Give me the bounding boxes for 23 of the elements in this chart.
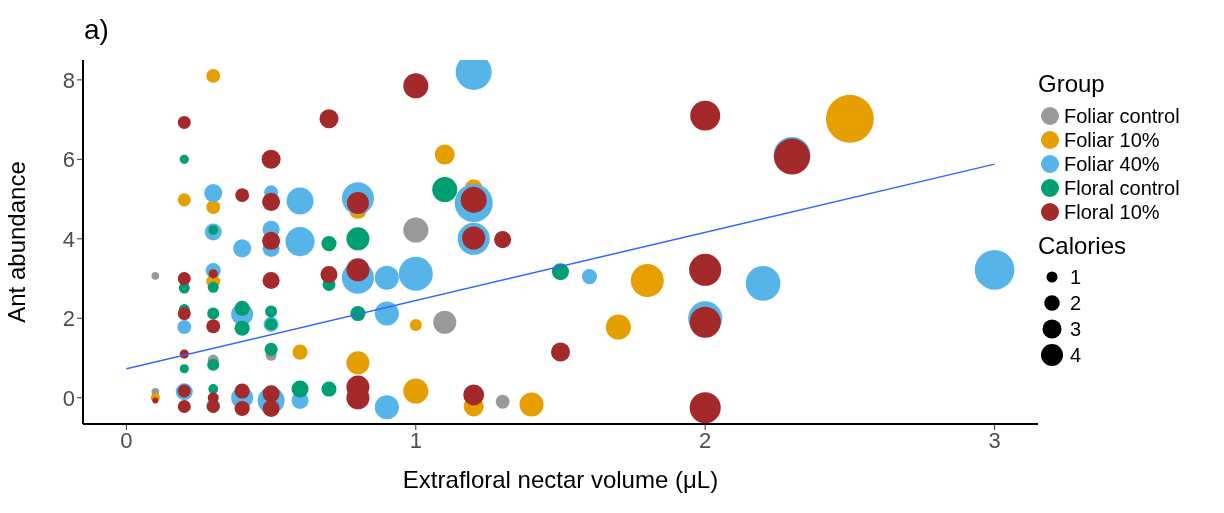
legend-label: 3 (1070, 317, 1082, 341)
legend-title: Group (1038, 70, 1106, 98)
x-tick-label: 0 (120, 427, 133, 453)
chart-title: a) (84, 14, 109, 46)
legend-label: Floral control (1064, 176, 1180, 200)
y-axis-title: Ant abundance (2, 161, 30, 323)
y-tick-label: 0 (62, 385, 75, 411)
x-tick-label: 2 (699, 427, 712, 453)
legend-label: Foliar 10% (1064, 128, 1160, 152)
x-tick-label: 3 (988, 427, 1001, 453)
legend-label: 2 (1070, 291, 1082, 315)
legend-label: Floral 10% (1064, 200, 1160, 224)
y-tick-label: 6 (62, 147, 75, 173)
x-axis-title: Extrafloral nectar volume (μL) (402, 466, 719, 493)
y-tick-label: 8 (62, 67, 75, 93)
legend-label: 1 (1070, 265, 1082, 289)
annotation: Calories (1038, 232, 1128, 260)
legend-label: 4 (1070, 343, 1082, 367)
x-tick-label: 1 (409, 427, 422, 453)
legend-label: Foliar 40% (1064, 152, 1160, 176)
legend-label: Foliar control (1064, 104, 1180, 128)
y-tick-label: 4 (62, 226, 75, 252)
y-tick-label: 2 (62, 306, 75, 332)
